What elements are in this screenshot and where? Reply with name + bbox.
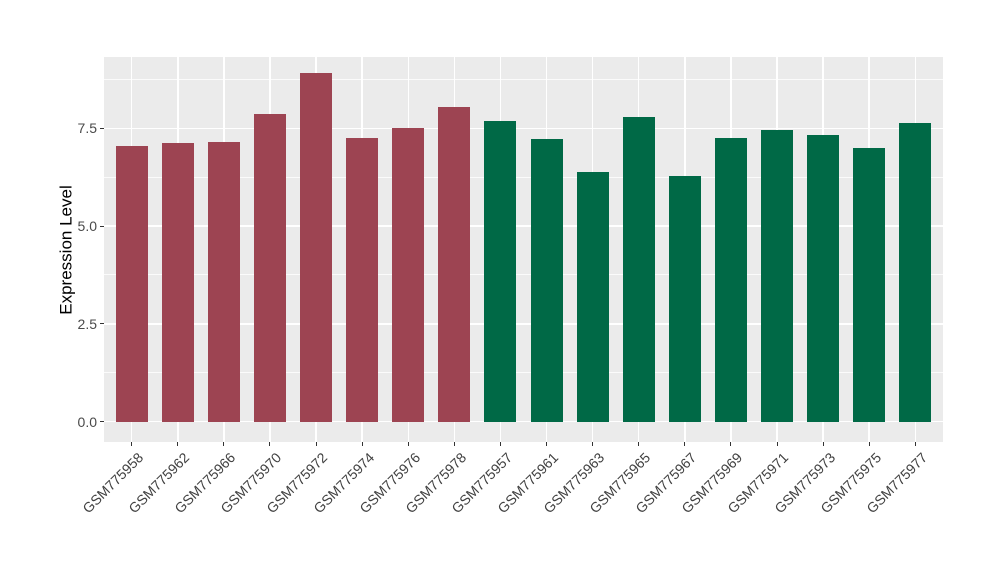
bar-GSM775974 [346, 138, 379, 422]
bar-GSM775961 [530, 138, 563, 422]
x-tick-mark-GSM775957 [499, 442, 501, 446]
x-tick-mark-GSM775978 [453, 442, 455, 446]
x-tick-mark-GSM775970 [269, 442, 271, 446]
y-tick-label-5.0: 5.0 [77, 218, 97, 235]
y-tick-mark-5.0 [100, 225, 104, 227]
bar-GSM775962 [161, 143, 194, 422]
gridline-major-y-7.5 [104, 127, 943, 130]
y-tick-label-2.5: 2.5 [77, 315, 97, 332]
plot-panel [104, 57, 943, 442]
y-tick-label-7.5: 7.5 [77, 120, 97, 137]
x-tick-mark-GSM775974 [361, 442, 363, 446]
y-tick-label-0.0: 0.0 [77, 413, 97, 430]
gridline-major-y-5.0 [104, 225, 943, 227]
x-tick-mark-GSM775975 [868, 442, 870, 446]
x-tick-mark-GSM775972 [315, 442, 317, 446]
bar-GSM775972 [300, 73, 333, 422]
y-tick-mark-2.5 [100, 323, 104, 325]
bar-GSM775978 [438, 106, 471, 422]
gridline-minor-y-8.75 [104, 79, 943, 81]
x-tick-mark-GSM775973 [822, 442, 824, 446]
x-tick-mark-GSM775961 [546, 442, 548, 446]
bar-GSM775966 [207, 142, 240, 422]
x-tick-mark-GSM775962 [177, 442, 179, 446]
x-tick-mark-GSM775969 [730, 442, 732, 446]
bar-GSM775965 [622, 117, 655, 422]
gridline-minor-y-3.75 [104, 274, 943, 276]
bar-GSM775958 [115, 146, 148, 422]
bar-GSM775970 [253, 113, 286, 422]
bar-GSM775957 [484, 120, 517, 422]
bar-GSM775969 [714, 137, 747, 422]
x-tick-mark-GSM775971 [776, 442, 778, 446]
bar-GSM775967 [668, 176, 701, 422]
gridline-major-y-0.0 [104, 420, 943, 423]
y-axis-title: Expression Level [56, 185, 76, 315]
y-tick-mark-7.5 [100, 127, 104, 129]
bar-GSM775976 [392, 128, 425, 422]
gridline-minor-y-1.25 [104, 372, 943, 374]
x-tick-mark-GSM775967 [684, 442, 686, 446]
x-tick-mark-GSM775965 [638, 442, 640, 446]
gridline-minor-y-6.25 [104, 176, 943, 178]
x-tick-mark-GSM775977 [914, 442, 916, 446]
x-tick-mark-GSM775958 [131, 442, 133, 446]
bar-GSM775975 [853, 147, 886, 422]
bar-GSM775977 [899, 122, 932, 422]
x-tick-mark-GSM775963 [592, 442, 594, 446]
gridline-major-y-2.5 [104, 323, 943, 325]
bar-GSM775973 [807, 134, 840, 422]
x-tick-mark-GSM775976 [407, 442, 409, 446]
bar-GSM775971 [761, 129, 794, 422]
bar-GSM775963 [576, 172, 609, 422]
y-tick-mark-0.0 [100, 421, 104, 422]
x-tick-mark-GSM775966 [223, 442, 225, 446]
